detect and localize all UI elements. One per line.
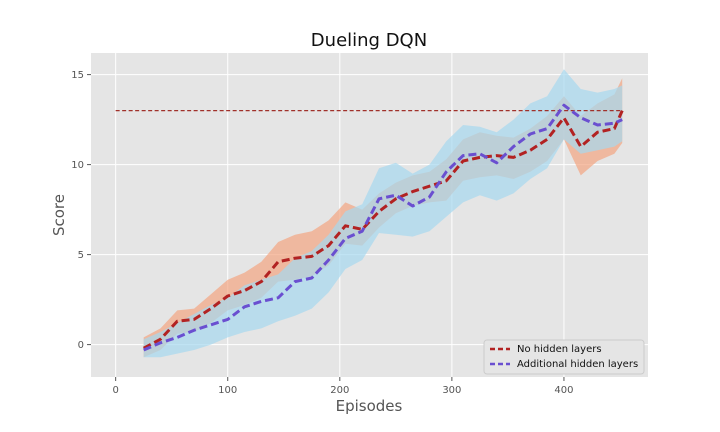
x-axis-label: Episodes [336, 397, 403, 415]
x-tick-label: 0 [112, 385, 118, 396]
y-tick-label: 10 [71, 160, 84, 171]
x-tick-label: 400 [554, 385, 573, 396]
x-tick-label: 200 [330, 385, 349, 396]
chart-title: Dueling DQN [311, 30, 427, 51]
legend-label-series-1: No hidden layers [517, 344, 602, 355]
y-tick-label: 5 [78, 250, 84, 261]
legend-box [483, 339, 645, 375]
tick-labels: 0 100 200 300 400 0 5 10 15 [71, 70, 573, 396]
y-axis-label: Score [50, 194, 68, 236]
y-tick-label: 15 [71, 70, 84, 81]
legend-label-series-2: Additional hidden layers [517, 359, 638, 370]
series-line-1 [142, 110, 624, 350]
x-tick-label: 300 [442, 385, 461, 396]
confidence-band-series-2 [143, 69, 623, 358]
confidence-bands [143, 69, 623, 358]
series-line-2 [143, 103, 623, 352]
legend: No hidden layers Additional hidden layer… [483, 339, 645, 375]
y-tick-label: 0 [78, 340, 84, 351]
x-tick-label: 100 [218, 385, 237, 396]
series-lines [142, 103, 624, 352]
